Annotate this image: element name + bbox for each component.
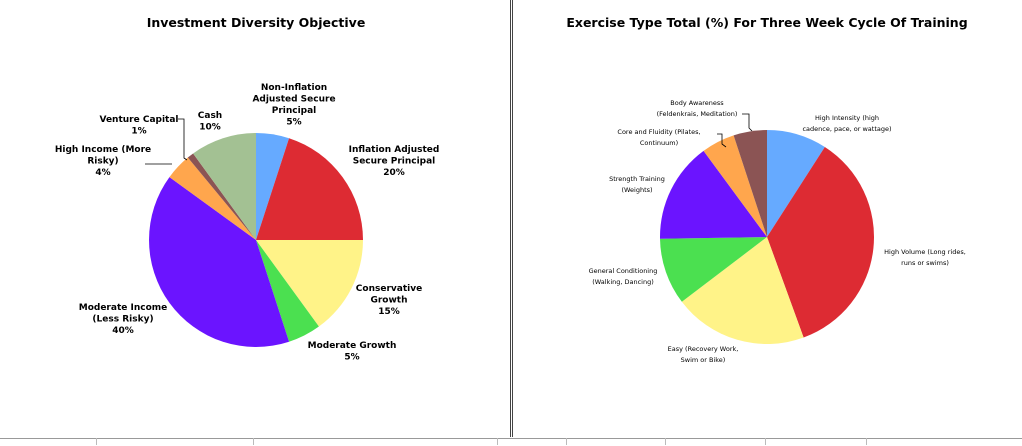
data-label-high-intensity-high-cadence-pace-or-wattage: High Intensity (high cadence, pace, or wa…	[802, 114, 891, 133]
data-label-easy-recovery-work-swim-or-bike: Easy (Recovery Work, Swim or Bike)	[668, 345, 739, 364]
investment-chart-panel: Investment Diversity Objective Non-Infla…	[0, 0, 511, 437]
data-labels: Non-Inflation Adjusted Secure Principal 5% I…	[55, 83, 440, 363]
chart-title: Exercise Type Total (%) For Three Week C…	[566, 15, 967, 30]
leader-line-body-awareness-feldenkrais-meditation	[742, 113, 753, 132]
pie-slices	[659, 129, 875, 345]
investment-pie-chart: Investment Diversity Objective Non-Infla…	[55, 15, 440, 363]
data-label-general-conditioning-walking-dancing: General Conditioning (Walking, Dancing)	[589, 267, 658, 286]
leader-lines	[145, 118, 188, 165]
pie-slice-high-income-more-risky	[169, 157, 256, 240]
pie-slice-easy-recovery-work-swim-or-bike	[681, 237, 804, 345]
data-label-core-and-fluidity-pilates-continuum: Core and Fluidity (Pilates, Continuum)	[617, 128, 700, 147]
data-labels: High Intensity (high cadence, pace, or wa…	[589, 99, 966, 364]
cell-divider	[497, 438, 498, 445]
data-label-conservative-growth: Conservative Growth 15%	[356, 284, 422, 317]
exercise-chart-panel: Exercise Type Total (%) For Three Week C…	[512, 0, 1019, 437]
data-label-non-inflation-adjusted-secure-principal: Non-Inflation Adjusted Secure Principal 5%	[252, 83, 335, 128]
sheet-bottom-strip	[0, 438, 1022, 446]
cell-divider	[96, 438, 97, 445]
data-label-body-awareness-feldenkrais-meditation: Body Awareness (Feldenkrais, Meditation)	[657, 99, 738, 118]
data-label-high-income-more-risky: High Income (More Risky) 4%	[55, 145, 151, 178]
pie-slice-cash	[193, 133, 256, 240]
leader-line-venture-capital	[178, 118, 188, 161]
data-label-moderate-growth: Moderate Growth 5%	[308, 341, 397, 363]
pie-slice-moderate-growth	[256, 240, 319, 342]
data-label-inflation-adjusted-secure-principal: Inflation Adjusted Secure Principal 20%	[349, 145, 440, 178]
cell-divider	[566, 438, 567, 445]
pie-slice-conservative-growth	[256, 240, 363, 327]
pie-slice-non-inflation-adjusted-secure-principal	[256, 133, 290, 240]
cell-divider	[765, 438, 766, 445]
pie-slice-general-conditioning-walking-dancing	[660, 237, 767, 302]
exercise-pie-chart: Exercise Type Total (%) For Three Week C…	[566, 15, 967, 364]
chart-title: Investment Diversity Objective	[147, 15, 366, 30]
pie-slice-high-intensity-high-cadence-pace-or-wattage	[767, 130, 825, 237]
pie-slice-body-awareness-feldenkrais-meditation	[733, 129, 767, 237]
pie-slices	[149, 133, 363, 347]
data-label-venture-capital: Venture Capital 1%	[99, 115, 178, 137]
cell-divider	[665, 438, 666, 445]
data-label-cash: Cash 10%	[198, 111, 222, 133]
pie-slice-high-volume-long-rides-runs-or-swims	[767, 146, 875, 338]
cell-divider	[253, 438, 254, 445]
pie-slice-core-and-fluidity-pilates-continuum	[703, 135, 767, 237]
pie-slice-inflation-adjusted-secure-principal	[256, 138, 363, 240]
leader-line-core-and-fluidity-pilates-continuum	[717, 133, 727, 148]
leader-lines	[717, 113, 753, 148]
pie-slice-moderate-income-less-risky	[149, 177, 290, 347]
pie-slice-strength-training-weights	[659, 150, 767, 239]
pie-slice-venture-capital	[187, 153, 256, 240]
data-label-moderate-income-less-risky: Moderate Income (Less Risky) 40%	[79, 303, 168, 336]
cell-divider	[866, 438, 867, 445]
data-label-high-volume-long-rides-runs-or-swims: High Volume (Long rides, runs or swims)	[884, 248, 966, 267]
data-label-strength-training-weights: Strength Training (Weights)	[609, 175, 665, 194]
